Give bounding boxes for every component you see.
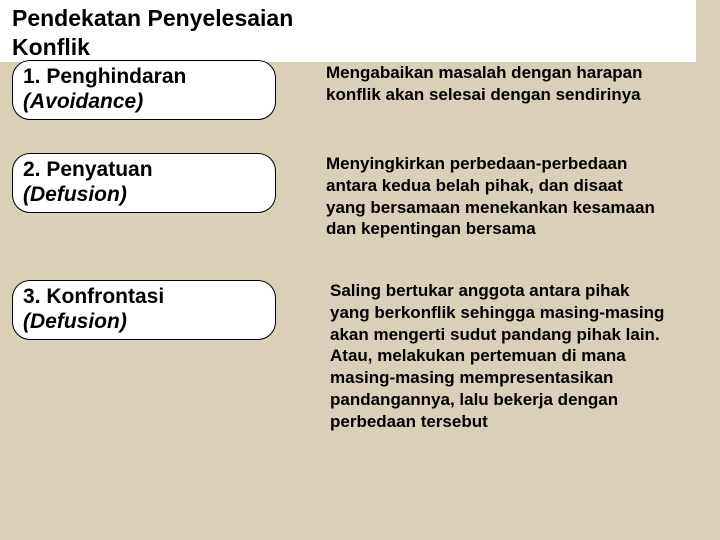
approach-1-title: 1. Penghindaran (23, 64, 265, 89)
approach-2-description: Menyingkirkan perbedaan-perbedaan antara… (326, 153, 666, 240)
approach-3-title: 3. Konfrontasi (23, 284, 265, 309)
approach-3-english: (Defusion) (23, 309, 265, 334)
approach-1-english: (Avoidance) (23, 89, 265, 114)
approach-box-3: 3. Konfrontasi (Defusion) (12, 280, 276, 340)
approach-box-1: 1. Penghindaran (Avoidance) (12, 60, 276, 120)
title-line-2: Konflik (12, 34, 90, 60)
approach-1-description: Mengabaikan masalah dengan harapan konfl… (326, 62, 666, 106)
approach-2-english: (Defusion) (23, 182, 265, 207)
approach-box-2: 2. Penyatuan (Defusion) (12, 153, 276, 213)
page-title: Pendekatan Penyelesaian Konflik (12, 4, 684, 62)
approach-2-title: 2. Penyatuan (23, 157, 265, 182)
title-band: Pendekatan Penyelesaian Konflik (0, 0, 696, 62)
title-line-1: Pendekatan Penyelesaian (12, 5, 293, 31)
approach-3-description: Saling bertukar anggota antara pihak yan… (330, 280, 670, 432)
